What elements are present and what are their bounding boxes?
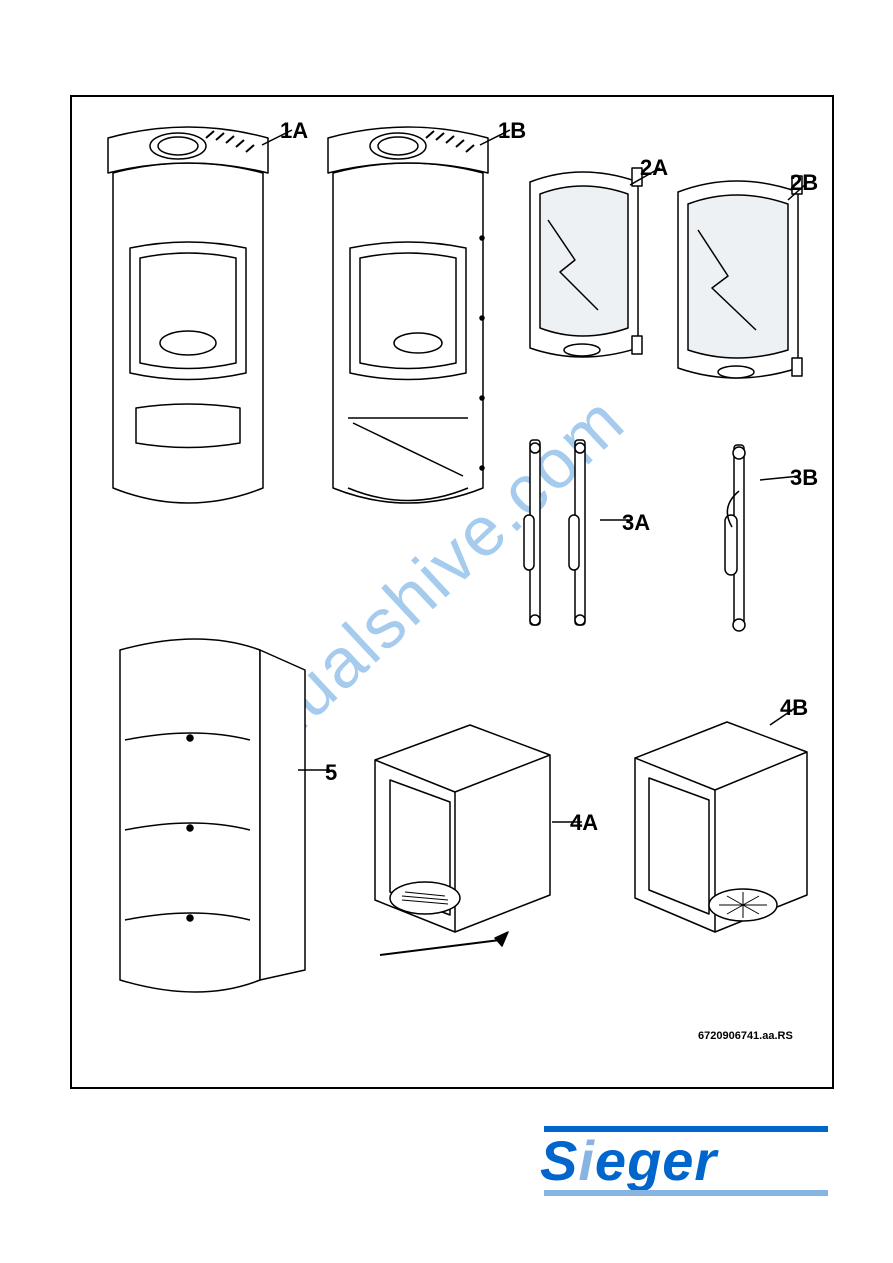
brand-logo: Sieger: [540, 1128, 717, 1193]
label-2A: 2A: [640, 155, 668, 181]
label-4B: 4B: [780, 695, 808, 721]
label-1A: 1A: [280, 118, 308, 144]
label-5: 5: [325, 760, 337, 786]
label-1B: 1B: [498, 118, 526, 144]
label-4A: 4A: [570, 810, 598, 836]
label-3A: 3A: [622, 510, 650, 536]
diagram-reference: 6720906741.aa.RS: [698, 1030, 793, 1042]
leader-lines: [0, 0, 893, 1263]
label-2B: 2B: [790, 170, 818, 196]
label-3B: 3B: [790, 465, 818, 491]
